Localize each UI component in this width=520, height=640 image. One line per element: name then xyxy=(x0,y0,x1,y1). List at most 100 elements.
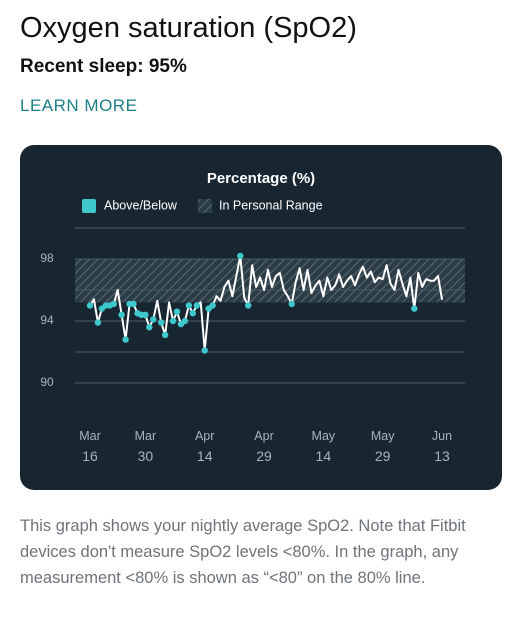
x-tick-label: Apr 29 xyxy=(254,429,273,463)
out-of-range-point xyxy=(122,336,129,343)
point xyxy=(318,279,321,282)
point xyxy=(116,289,119,291)
y-tick-label: 98 xyxy=(40,251,54,265)
point xyxy=(409,276,412,279)
point xyxy=(362,265,364,268)
point xyxy=(338,273,340,276)
point xyxy=(437,275,439,277)
point xyxy=(346,279,348,282)
out-of-range-point xyxy=(169,317,177,325)
point xyxy=(377,276,380,279)
out-of-range-point xyxy=(161,331,169,339)
out-of-range-point xyxy=(150,316,157,323)
page-title: Oxygen saturation (SpO2) xyxy=(20,12,357,44)
chart: Percentage (%) 90 94 98 Above/Below In Perso… xyxy=(20,145,502,490)
out-of-range-point xyxy=(201,347,208,354)
point xyxy=(282,289,285,291)
point xyxy=(235,275,238,277)
point xyxy=(93,298,95,301)
point xyxy=(417,272,420,274)
out-of-range-point xyxy=(288,300,295,308)
point xyxy=(342,286,344,288)
point xyxy=(298,267,301,270)
point xyxy=(350,275,352,277)
point xyxy=(227,279,230,282)
out-of-range-point xyxy=(130,300,137,308)
point xyxy=(358,273,360,276)
point xyxy=(279,272,281,274)
point xyxy=(302,289,305,291)
out-of-range-point xyxy=(94,319,102,326)
x-tick-label: Mar 16 xyxy=(79,429,101,463)
out-of-range-point xyxy=(110,300,117,308)
chart-title: Percentage (%) xyxy=(207,170,315,187)
point xyxy=(275,275,277,277)
point xyxy=(259,276,261,279)
out-of-range-point xyxy=(181,317,189,325)
out-of-range-point xyxy=(411,305,418,312)
point xyxy=(219,300,222,302)
point xyxy=(330,289,333,291)
out-of-range-point xyxy=(86,302,94,309)
point xyxy=(263,289,265,291)
point xyxy=(326,276,329,279)
point xyxy=(354,284,356,287)
out-of-range-point xyxy=(209,302,216,309)
legend-swatch xyxy=(82,199,96,213)
point xyxy=(294,281,297,284)
out-of-range-point xyxy=(157,319,165,326)
point xyxy=(373,281,376,284)
point xyxy=(243,296,246,299)
point xyxy=(255,286,257,288)
point xyxy=(223,286,226,288)
chart-card xyxy=(20,145,502,490)
point xyxy=(322,295,325,298)
y-tick-label: 90 xyxy=(40,375,54,389)
x-tick-label: May 14 xyxy=(312,429,336,463)
point xyxy=(393,289,396,291)
point xyxy=(389,283,392,285)
x-tick-label: Jun 13 xyxy=(432,429,452,463)
legend-swatch xyxy=(198,199,212,213)
out-of-range-point xyxy=(118,311,125,318)
point xyxy=(405,295,408,298)
point xyxy=(429,279,431,282)
legend-label: Above/Below xyxy=(104,198,178,212)
point xyxy=(385,264,388,267)
point xyxy=(271,286,273,288)
point xyxy=(401,283,404,285)
x-tick-label: Apr 14 xyxy=(195,429,214,463)
out-of-range-point xyxy=(146,324,153,331)
point xyxy=(334,284,337,287)
footnote: This graph shows your nightly average Sp… xyxy=(20,517,466,587)
out-of-range-point xyxy=(142,311,149,318)
point xyxy=(306,269,309,271)
point xyxy=(366,276,368,279)
point xyxy=(231,295,234,298)
point xyxy=(168,301,170,304)
learn-more-link[interactable]: LEARN MORE xyxy=(20,96,138,115)
recent-sleep: Recent sleep: 95% xyxy=(20,56,187,77)
point xyxy=(199,301,202,304)
out-of-range-point xyxy=(237,252,244,260)
out-of-range-point xyxy=(189,310,197,317)
point xyxy=(421,286,424,288)
point xyxy=(251,264,253,267)
point xyxy=(441,298,443,301)
point xyxy=(433,279,435,282)
point xyxy=(370,270,372,273)
point xyxy=(425,278,427,280)
out-of-range-point xyxy=(185,302,193,309)
out-of-range-point xyxy=(193,302,200,309)
point xyxy=(267,269,269,271)
point xyxy=(310,292,313,294)
point xyxy=(397,269,400,271)
out-of-range-point xyxy=(173,308,181,315)
x-tick-label: May 29 xyxy=(371,429,395,463)
point xyxy=(156,300,159,302)
y-tick-label: 94 xyxy=(40,313,54,327)
point xyxy=(314,284,317,287)
point xyxy=(286,295,289,298)
out-of-range-point xyxy=(245,302,252,309)
